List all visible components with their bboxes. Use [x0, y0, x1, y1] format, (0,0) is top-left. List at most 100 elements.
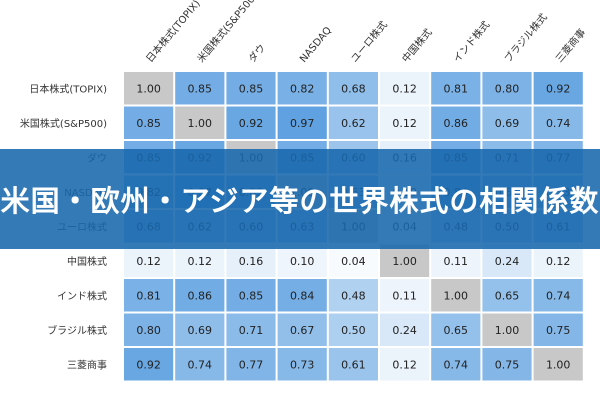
heatmap-cell — [328, 72, 378, 105]
heatmap-cell — [533, 313, 583, 346]
heatmap-cell — [226, 279, 276, 312]
heatmap-cell — [380, 279, 430, 312]
row-label: 日本株式(TOPIX) — [29, 82, 107, 95]
cell-value-label: 0.12 — [392, 82, 417, 95]
cell-value-label: 0.16 — [239, 255, 264, 268]
cell-value-label: 1.00 — [546, 358, 571, 371]
cell-value-label: 0.85 — [239, 82, 264, 95]
heatmap-cell — [533, 106, 583, 139]
heatmap-cell — [482, 348, 532, 381]
column-label: NASDAQ — [298, 25, 334, 65]
row-label: 米国株式(S&P500) — [20, 117, 107, 130]
heatmap-cell — [482, 313, 532, 346]
cell-value-label: 0.69 — [495, 117, 520, 130]
heatmap-cell — [277, 244, 327, 277]
heatmap-cell — [533, 244, 583, 277]
heatmap-cell — [226, 106, 276, 139]
cell-value-label: 0.12 — [392, 358, 417, 371]
heatmap-cell — [277, 348, 327, 381]
cell-value-label: 0.12 — [136, 255, 161, 268]
heatmap-cell — [124, 313, 174, 346]
heatmap-cell — [175, 244, 225, 277]
cell-value-label: 0.74 — [444, 358, 469, 371]
cell-value-label: 0.81 — [136, 289, 161, 302]
cell-value-label: 0.24 — [495, 255, 520, 268]
heatmap-cell — [175, 72, 225, 105]
heatmap-cell — [175, 348, 225, 381]
heatmap-cell — [277, 313, 327, 346]
cell-value-label: 0.68 — [341, 82, 366, 95]
heatmap-cell — [328, 279, 378, 312]
cell-value-label: 0.04 — [341, 255, 366, 268]
heatmap-cell — [380, 72, 430, 105]
cell-value-label: 0.50 — [341, 324, 366, 337]
cell-value-label: 0.65 — [495, 289, 520, 302]
column-label: 中国株式 — [399, 26, 435, 65]
row-label: 三菱商事 — [67, 358, 107, 371]
cell-value-label: 0.75 — [546, 324, 571, 337]
column-label: 三菱商事 — [553, 26, 589, 65]
cell-value-label: 0.48 — [341, 289, 366, 302]
heatmap-cell — [431, 348, 481, 381]
cell-value-label: 1.00 — [188, 117, 213, 130]
cell-value-label: 0.62 — [341, 117, 366, 130]
column-label: ユーロ株式 — [348, 18, 390, 65]
cell-value-label: 0.12 — [392, 117, 417, 130]
cell-value-label: 0.85 — [136, 117, 161, 130]
cell-value-label: 0.73 — [290, 358, 315, 371]
heatmap-cell — [226, 244, 276, 277]
cell-value-label: 0.12 — [546, 255, 571, 268]
banner-title: 米国・欧州・アジア等の世界株式の相関係数 — [0, 184, 600, 218]
heatmap-cell — [328, 313, 378, 346]
heatmap-cell — [380, 244, 430, 277]
cell-value-label: 0.24 — [392, 324, 417, 337]
column-label: ブラジル株式 — [501, 11, 549, 65]
heatmap-cell — [431, 244, 481, 277]
heatmap-cell — [482, 244, 532, 277]
cell-value-label: 0.92 — [136, 358, 161, 371]
heatmap-cell — [175, 279, 225, 312]
cell-value-label: 0.69 — [188, 324, 213, 337]
heatmap-cell — [277, 106, 327, 139]
heatmap-cell — [124, 106, 174, 139]
cell-value-label: 0.80 — [495, 82, 520, 95]
heatmap-cell — [226, 348, 276, 381]
heatmap-cell — [482, 279, 532, 312]
heatmap-cell — [328, 348, 378, 381]
cell-value-label: 0.86 — [444, 117, 469, 130]
cell-value-label: 0.65 — [444, 324, 469, 337]
cell-value-label: 0.67 — [290, 324, 315, 337]
cell-value-label: 0.12 — [188, 255, 213, 268]
cell-value-label: 1.00 — [136, 82, 161, 95]
heatmap-cell — [175, 106, 225, 139]
heatmap-cell — [380, 348, 430, 381]
heatmap-cell — [533, 348, 583, 381]
cell-value-label: 0.11 — [444, 255, 469, 268]
heatmap-cell — [431, 279, 481, 312]
cell-value-label: 0.82 — [290, 82, 315, 95]
cell-value-label: 0.74 — [546, 289, 571, 302]
cell-value-label: 0.75 — [495, 358, 520, 371]
cell-value-label: 0.86 — [188, 289, 213, 302]
cell-value-label: 0.92 — [239, 117, 264, 130]
heatmap-cell — [533, 279, 583, 312]
cell-value-label: 0.74 — [546, 117, 571, 130]
column-label: インド株式 — [450, 18, 492, 65]
heatmap-cell — [380, 313, 430, 346]
cell-value-label: 0.84 — [290, 289, 315, 302]
cell-value-label: 0.81 — [444, 82, 469, 95]
heatmap-cell — [277, 72, 327, 105]
heatmap-cell — [226, 72, 276, 105]
cell-value-label: 0.97 — [290, 117, 315, 130]
heatmap-cell — [277, 279, 327, 312]
column-label: ダウ — [245, 41, 268, 65]
heatmap-cell — [482, 72, 532, 105]
heatmap-cell — [431, 313, 481, 346]
heatmap-cell — [226, 313, 276, 346]
cell-value-label: 0.11 — [392, 289, 417, 302]
cell-value-label: 0.85 — [188, 82, 213, 95]
cell-value-label: 0.77 — [239, 358, 264, 371]
cell-value-label: 0.10 — [290, 255, 315, 268]
heatmap-cell — [124, 72, 174, 105]
title-banner: 米国・欧州・アジア等の世界株式の相関係数 — [0, 149, 600, 249]
